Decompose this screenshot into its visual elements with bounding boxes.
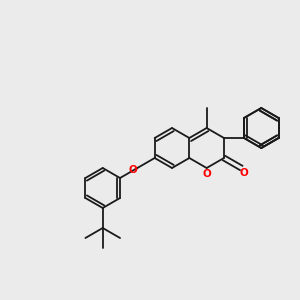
Text: O: O bbox=[240, 168, 249, 178]
Text: O: O bbox=[202, 169, 211, 179]
Text: O: O bbox=[129, 165, 138, 175]
